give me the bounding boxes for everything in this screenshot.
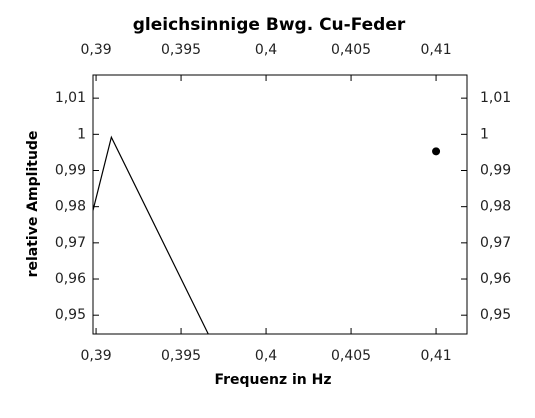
- y-tick-label-right: 0,95: [480, 307, 511, 323]
- chart-title: gleichsinnige Bwg. Cu-Feder: [133, 15, 406, 35]
- x-tick-label: 0,41: [420, 348, 451, 364]
- x-tick-label-top: 0,39: [80, 42, 111, 58]
- y-tick-label-right: 0,96: [480, 271, 511, 287]
- y-tick-label: 0,97: [55, 235, 86, 251]
- x-tick-label-top: 0,395: [161, 42, 201, 58]
- y-axis-label: relative Amplitude: [25, 131, 41, 278]
- y-tick-label: 0,98: [55, 199, 86, 215]
- point: [432, 147, 441, 156]
- line: [93, 135, 209, 334]
- y-tick-label-right: 0,98: [480, 199, 511, 215]
- x-tick-label-top: 0,405: [331, 42, 371, 58]
- x-tick-label-top: 0,41: [420, 42, 451, 58]
- y-tick-label-right: 0,97: [480, 235, 511, 251]
- x-tick-label: 0,395: [161, 348, 201, 364]
- x-axis-label: Frequenz in Hz: [214, 372, 331, 388]
- plot-frame: [92, 74, 468, 335]
- y-tick-label-right: 1,01: [480, 90, 511, 106]
- y-tick-label-right: 0,99: [480, 162, 511, 178]
- x-tick-label: 0,39: [80, 348, 111, 364]
- x-tick-label: 0,405: [331, 348, 371, 364]
- y-tick-label: 0,96: [55, 271, 86, 287]
- y-tick-label: 1: [77, 126, 86, 142]
- y-tick-label: 1,01: [55, 90, 86, 106]
- y-tick-label: 0,95: [55, 307, 86, 323]
- y-tick-label: 0,99: [55, 162, 86, 178]
- y-tick-label-right: 1: [480, 126, 489, 142]
- x-tick-label-top: 0,4: [255, 42, 277, 58]
- x-tick-label: 0,4: [255, 348, 277, 364]
